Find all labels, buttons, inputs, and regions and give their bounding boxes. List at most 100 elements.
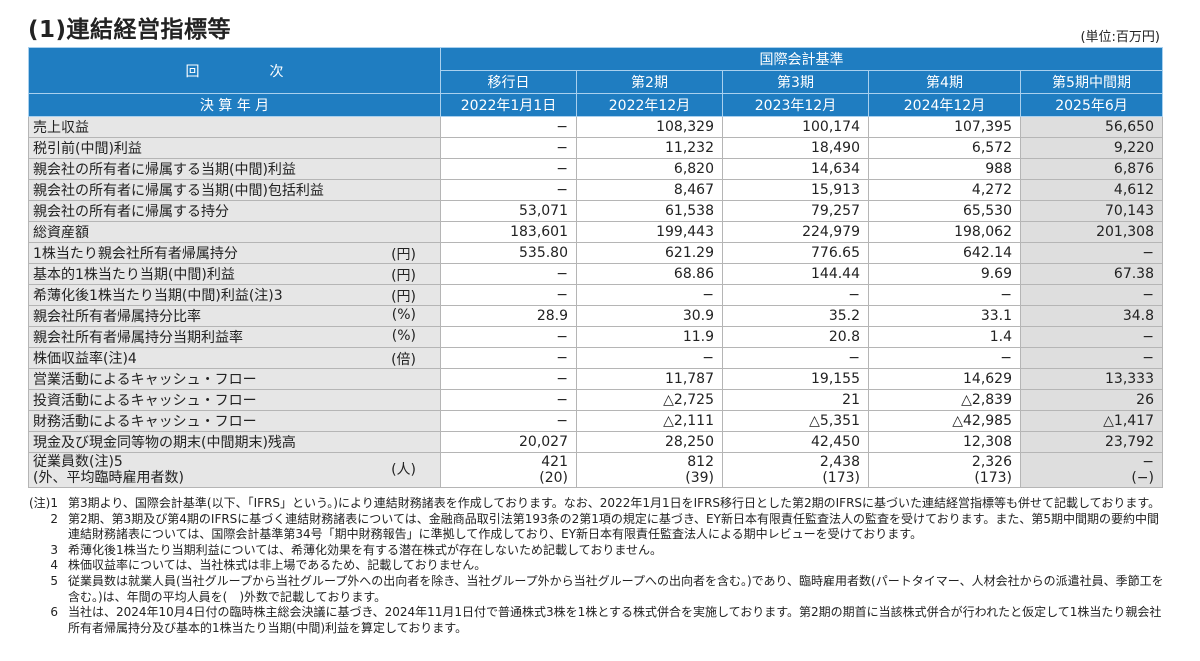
footnote: 5 従業員数は就業人員(当社グループから当社グループ外への出向者を除き、当社グルー… xyxy=(8,574,1168,605)
row-label-text: 現金及び現金同等物の期末(中間期末)残高 xyxy=(33,435,296,451)
table-cell: △5,351 xyxy=(722,410,869,432)
table-cell: 100,174 xyxy=(722,116,869,138)
row-label: 売上収益 xyxy=(28,116,441,138)
unit-label: (単位:百万円) xyxy=(1080,30,1160,45)
table-cell: − xyxy=(440,347,577,369)
table-cell: 621.29 xyxy=(576,242,723,264)
row-label-text: 売上収益 xyxy=(33,120,89,136)
employee-count: − xyxy=(1142,454,1154,470)
table-cell: 23,792 xyxy=(1020,431,1163,453)
footnote-text: 希薄化後1株当たり当期利益については、希薄化効果を有する潜在株式が存在しないため… xyxy=(68,542,662,557)
footnote-text: 株価収益率については、当社株式は非上場であるため、記載しておりません。 xyxy=(68,558,487,573)
table-row: 税引前(中間)利益 −11,232 18,490 6,572 9,220 xyxy=(28,137,1163,159)
table-cell: 14,634 xyxy=(722,158,869,180)
table-cell: 33.1 xyxy=(868,305,1021,327)
footnotes: (注)1 第3期より、国際会計基準(以下、「IFRS」という。)により連結財務諸表… xyxy=(8,496,1168,636)
table-row: 親会社所有者帰属持分当期利益率 (%) −11.9 20.8 1.4− xyxy=(28,326,1163,348)
financial-indicators-table: 回 次国際会計基準 移行日 第2期 第3期 第4期 第5期中間期決 算 年 月 2022年1… xyxy=(28,47,1163,488)
header-date: 2022年12月 xyxy=(576,93,723,117)
row-label: 基本的1株当たり当期(中間)利益 (円) xyxy=(28,263,441,285)
row-label-text: 基本的1株当たり当期(中間)利益 xyxy=(33,267,235,283)
row-label-text: 親会社所有者帰属持分当期利益率 xyxy=(33,330,243,346)
table-cell: − xyxy=(722,284,869,306)
table-cell: − xyxy=(440,410,577,432)
row-label: 総資産額 xyxy=(28,221,441,243)
header-standard: 国際会計基準 xyxy=(440,47,1163,71)
header-kaiji: 回 次 xyxy=(28,47,441,94)
footnote-number: (注)1 xyxy=(29,496,58,510)
table-cell: − xyxy=(440,137,577,159)
table-cell: 26 xyxy=(1020,389,1163,411)
header-period: 第3期 xyxy=(722,70,869,94)
table-cell: 34.8 xyxy=(1020,305,1163,327)
table-row: 営業活動によるキャッシュ・フロー −11,787 19,155 14,629 13,33… xyxy=(28,368,1163,390)
table-cell: − xyxy=(440,116,577,138)
table-cell: 14,629 xyxy=(868,368,1021,390)
header-period: 第5期中間期 xyxy=(1020,70,1163,94)
row-label-text: 希薄化後1株当たり当期(中間)利益(注)3 xyxy=(33,288,283,304)
header-row-dates: 決 算 年 月 2022年1月1日 2022年12月 2023年12月 2024年12月… xyxy=(28,93,1163,117)
header-kessan: 決 算 年 月 xyxy=(28,93,441,117)
table-cell: 53,071 xyxy=(440,200,577,222)
temp-employee-count: (173) xyxy=(822,470,860,486)
table-cell: 61,538 xyxy=(576,200,723,222)
table-cell: 9.69 xyxy=(868,263,1021,285)
row-label: 税引前(中間)利益 xyxy=(28,137,441,159)
table-cell: 8,467 xyxy=(576,179,723,201)
page-title: (1)連結経営指標等 xyxy=(28,17,232,43)
footnote-number: 3 xyxy=(50,542,58,557)
row-label: 希薄化後1株当たり当期(中間)利益(注)3 (円) xyxy=(28,284,441,306)
table-cell: 9,220 xyxy=(1020,137,1163,159)
row-label: 従業員数(注)5 (外、平均臨時雇用者数) (人) xyxy=(28,452,441,488)
row-unit: (%) xyxy=(391,307,416,323)
header-period: 第2期 xyxy=(576,70,723,94)
row-label: 1株当たり親会社所有者帰属持分 (円) xyxy=(28,242,441,264)
row-label: 株価収益率(注)4 (倍) xyxy=(28,347,441,369)
table-cell: 28,250 xyxy=(576,431,723,453)
row-label-text: 親会社の所有者に帰属する当期(中間)包括利益 xyxy=(33,183,324,199)
footnote-number: 2 xyxy=(50,511,58,526)
table-cell: − xyxy=(1020,284,1163,306)
table-cell: 6,820 xyxy=(576,158,723,180)
table-cell: 2,326 (173) xyxy=(868,452,1021,488)
table-cell: 65,530 xyxy=(868,200,1021,222)
row-label-text: 営業活動によるキャッシュ・フロー xyxy=(33,372,257,388)
row-label-text: 親会社の所有者に帰属する持分 xyxy=(33,204,229,220)
table-cell: − xyxy=(1020,242,1163,264)
table-cell: 642.14 xyxy=(868,242,1021,264)
row-label: 親会社の所有者に帰属する当期(中間)包括利益 xyxy=(28,179,441,201)
table-cell: 20,027 xyxy=(440,431,577,453)
table-cell: 776.65 xyxy=(722,242,869,264)
footnote-number: 5 xyxy=(50,573,58,588)
table-cell: − xyxy=(440,179,577,201)
table-cell: △2,725 xyxy=(576,389,723,411)
table-row: 財務活動によるキャッシュ・フロー − △2,111 △5,351 △42,985 △1,4… xyxy=(28,410,1163,432)
table-cell: 68.86 xyxy=(576,263,723,285)
row-unit: (円) xyxy=(391,247,416,263)
table-cell: 11.9 xyxy=(576,326,723,348)
row-label-text: 1株当たり親会社所有者帰属持分 xyxy=(33,246,238,262)
row-label-text: 親会社所有者帰属持分比率 xyxy=(33,309,201,325)
footnote: 3 希薄化後1株当たり当期利益については、希薄化効果を有する潜在株式が存在しないた… xyxy=(8,543,1168,559)
footnote-number: 4 xyxy=(50,558,58,573)
footnote: 4 株価収益率については、当社株式は非上場であるため、記載しておりません。 xyxy=(8,558,1168,574)
table-cell: − xyxy=(440,368,577,390)
table-cell: 535.80 xyxy=(440,242,577,264)
table-row: 現金及び現金同等物の期末(中間期末)残高 20,027 28,250 42,450 12… xyxy=(28,431,1163,453)
table-cell: 15,913 xyxy=(722,179,869,201)
table-cell: 19,155 xyxy=(722,368,869,390)
row-label-text: 株価収益率(注)4 xyxy=(33,351,137,367)
table-cell: 11,232 xyxy=(576,137,723,159)
footnote-text: 第2期、第3期及び第4期のIFRSに基づく連結財務諸表については、金融商品取引法… xyxy=(68,511,1160,542)
table-cell: 198,062 xyxy=(868,221,1021,243)
table-row: 売上収益 −108,329 100,174 107,395 56,650 xyxy=(28,116,1163,138)
row-label-text: 投資活動によるキャッシュ・フロー xyxy=(33,393,257,409)
row-label-text: 従業員数(注)5 xyxy=(33,454,123,470)
row-label: 親会社所有者帰属持分当期利益率 (%) xyxy=(28,326,441,348)
table-cell: 21 xyxy=(722,389,869,411)
row-unit: (円) xyxy=(391,268,416,284)
footnote-text: 第3期より、国際会計基準(以下、「IFRS」という。)により連結財務諸表を作成し… xyxy=(68,496,1161,510)
table-row: 1株当たり親会社所有者帰属持分 (円) 535.80 621.29 776.65 642.… xyxy=(28,242,1163,264)
table-cell: △1,417 xyxy=(1020,410,1163,432)
table-cell: 30.9 xyxy=(576,305,723,327)
